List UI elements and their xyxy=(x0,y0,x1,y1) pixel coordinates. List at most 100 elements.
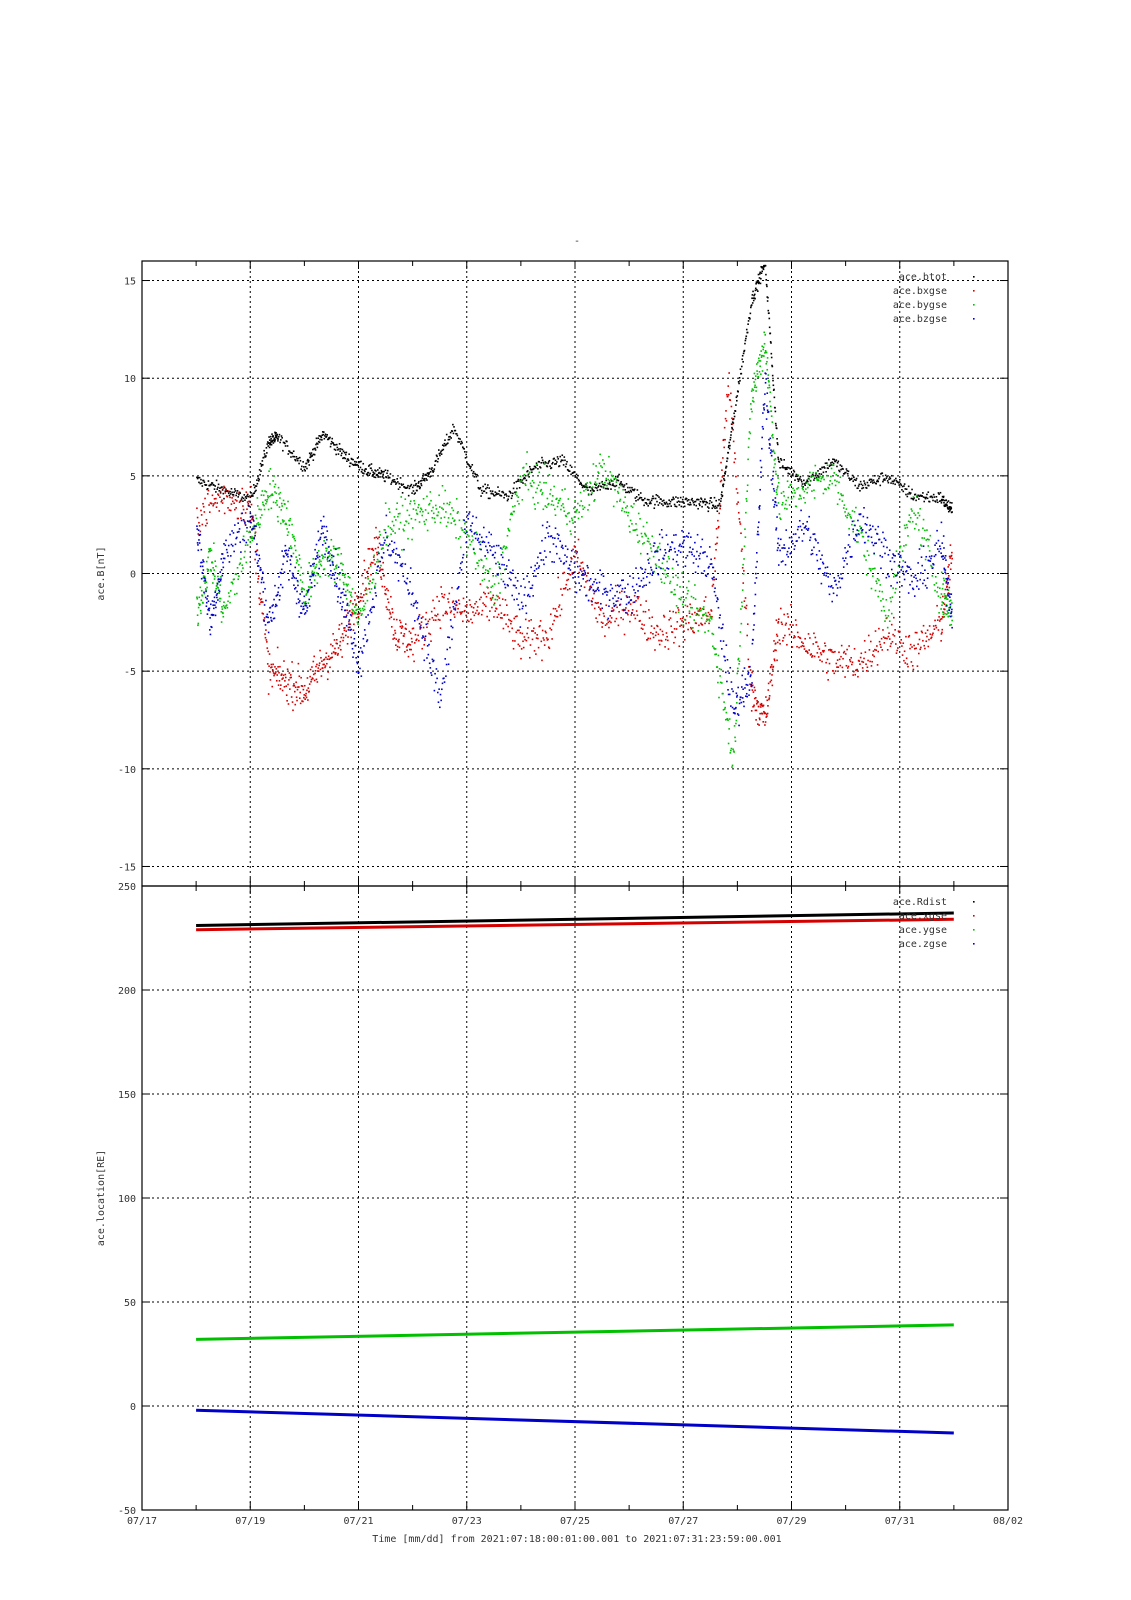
data-point xyxy=(558,606,560,608)
data-point xyxy=(565,515,568,518)
data-point xyxy=(307,571,309,573)
data-point xyxy=(339,450,341,452)
data-point xyxy=(949,624,951,627)
data-point xyxy=(306,459,309,462)
data-point xyxy=(909,643,912,646)
data-point xyxy=(270,666,273,668)
data-point xyxy=(771,668,774,671)
data-point xyxy=(364,470,366,473)
data-point xyxy=(468,539,471,541)
data-point xyxy=(231,497,233,499)
data-point xyxy=(951,551,953,554)
data-point xyxy=(728,441,731,444)
data-point xyxy=(623,485,625,488)
data-point xyxy=(422,475,424,477)
data-point xyxy=(361,613,363,615)
data-point xyxy=(842,468,844,470)
data-point xyxy=(617,492,620,495)
data-point xyxy=(387,601,390,604)
data-point xyxy=(333,574,335,576)
data-point xyxy=(464,609,466,612)
data-point xyxy=(874,630,877,632)
data-point xyxy=(803,645,805,648)
data-point xyxy=(831,461,834,464)
data-point xyxy=(264,636,267,639)
data-point xyxy=(829,648,831,651)
data-point xyxy=(847,512,850,515)
data-point xyxy=(365,616,367,618)
data-point xyxy=(637,512,640,515)
data-point xyxy=(347,626,350,629)
data-point xyxy=(350,591,352,594)
data-point xyxy=(930,495,933,498)
data-point xyxy=(618,591,621,594)
data-point xyxy=(561,594,564,596)
data-point xyxy=(362,582,364,585)
data-point xyxy=(707,630,710,632)
data-point xyxy=(379,534,382,536)
data-point xyxy=(932,499,934,502)
data-point xyxy=(646,498,649,501)
data-point xyxy=(934,501,937,503)
data-point xyxy=(863,640,866,642)
data-point xyxy=(371,475,374,477)
data-point xyxy=(949,578,951,581)
data-point xyxy=(315,563,318,566)
data-point xyxy=(566,460,568,463)
data-point xyxy=(439,506,441,508)
data-point xyxy=(711,507,714,510)
data-point xyxy=(257,477,260,480)
data-point xyxy=(564,587,566,590)
data-point xyxy=(306,610,308,612)
data-point xyxy=(424,639,426,642)
data-point xyxy=(527,488,530,491)
data-point xyxy=(414,633,417,636)
data-point xyxy=(707,510,710,513)
data-point xyxy=(872,567,875,570)
data-point xyxy=(736,672,739,675)
data-point xyxy=(318,561,320,563)
data-point xyxy=(717,598,719,601)
data-point xyxy=(526,470,529,472)
data-point xyxy=(594,481,597,483)
data-point xyxy=(907,485,910,488)
data-point xyxy=(203,511,206,513)
data-point xyxy=(393,479,396,481)
data-point xyxy=(735,488,738,490)
data-point xyxy=(713,506,715,508)
data-point xyxy=(464,605,467,607)
data-point xyxy=(213,569,215,571)
data-point xyxy=(618,483,621,486)
data-point xyxy=(248,520,251,522)
data-point xyxy=(796,631,799,634)
data-point xyxy=(214,575,216,578)
data-point xyxy=(535,466,537,469)
data-point xyxy=(373,537,376,539)
data-point xyxy=(698,610,701,613)
data-point xyxy=(783,613,785,616)
data-point xyxy=(449,606,451,609)
data-point xyxy=(528,595,531,598)
data-point xyxy=(801,644,804,647)
data-point xyxy=(947,566,949,568)
data-point xyxy=(595,602,598,605)
data-point xyxy=(207,600,210,603)
data-point xyxy=(672,576,675,579)
data-point xyxy=(202,502,204,505)
data-point xyxy=(765,351,768,354)
data-point xyxy=(326,658,329,660)
data-point xyxy=(736,694,739,697)
data-point xyxy=(477,564,480,567)
data-point xyxy=(907,665,909,668)
data-point xyxy=(659,628,662,631)
data-point xyxy=(254,550,257,553)
data-point xyxy=(600,609,602,611)
data-point xyxy=(675,574,677,577)
data-point xyxy=(222,612,224,615)
data-point xyxy=(652,632,654,635)
data-point xyxy=(522,578,525,580)
data-point xyxy=(308,690,311,693)
data-point xyxy=(628,596,631,598)
data-point xyxy=(334,585,336,587)
data-point xyxy=(560,459,563,461)
